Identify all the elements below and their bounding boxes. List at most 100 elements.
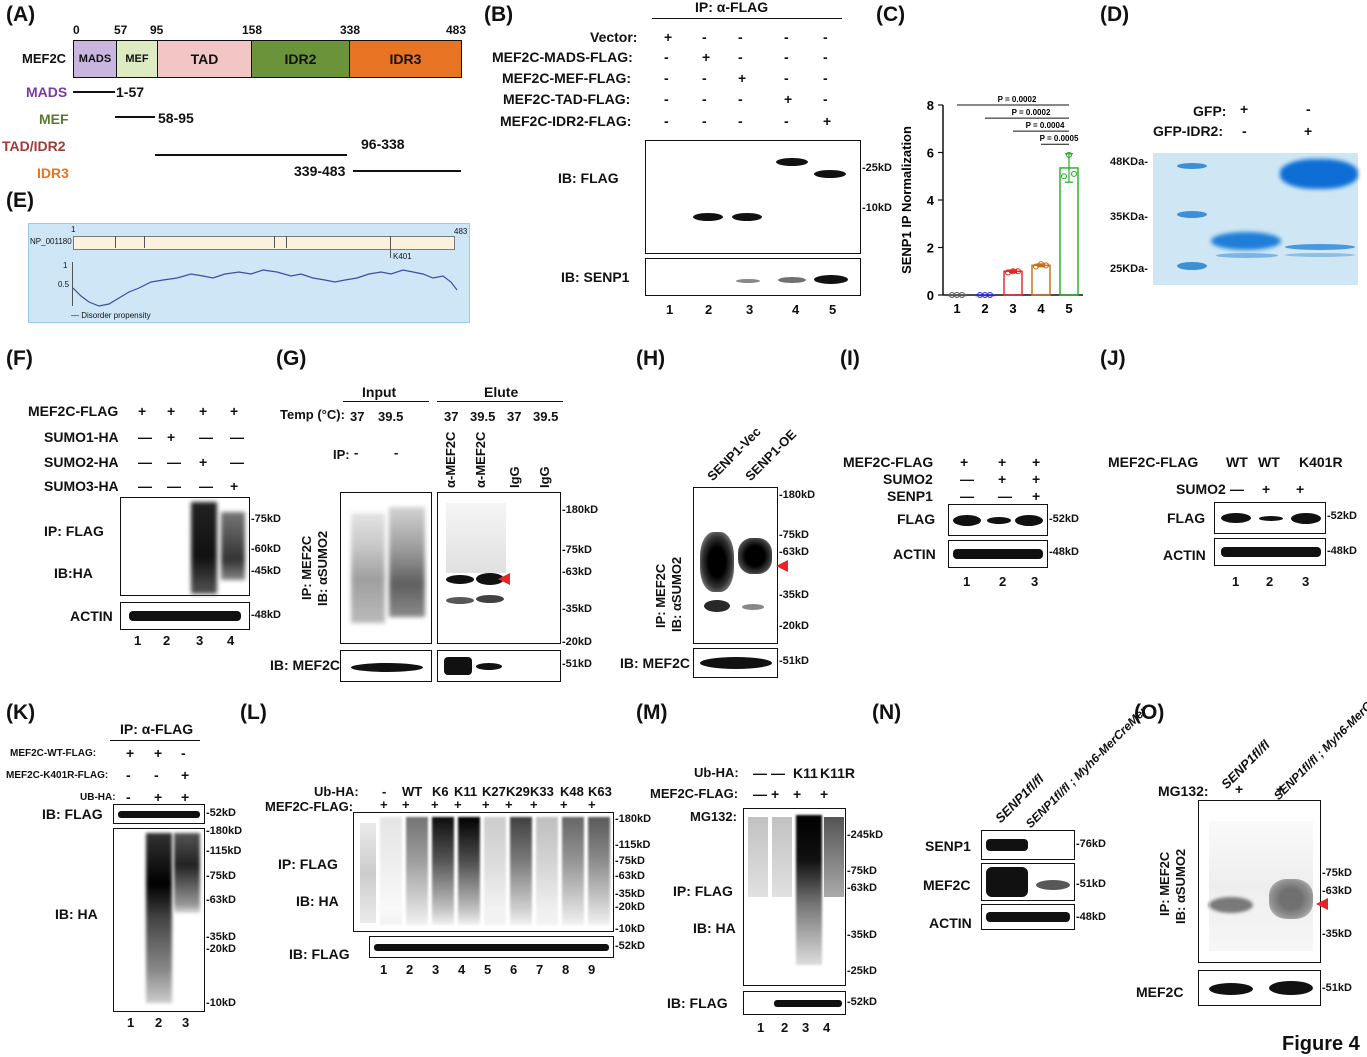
sign: + [181, 789, 190, 805]
lane-smear [484, 817, 506, 925]
sign: — [138, 454, 152, 470]
blot-senp1 [981, 830, 1075, 860]
sign: — [138, 478, 152, 494]
accession: NP_001180 [30, 237, 72, 246]
band [1291, 513, 1321, 524]
band [736, 279, 760, 283]
sign: - [664, 91, 669, 107]
smear [824, 817, 844, 897]
smear [446, 503, 506, 573]
sign: — [167, 454, 181, 470]
x-tick-label: 4 [1037, 301, 1045, 316]
fragment-name: IDR3 [37, 165, 69, 181]
mw-marker: -20kD [779, 620, 809, 632]
sign: - [154, 767, 159, 783]
section-line [437, 401, 563, 402]
mw-marker: -52kD [615, 940, 645, 952]
side-label: IP: MEF2C [1157, 851, 1172, 916]
genotype: K401R [1299, 454, 1343, 470]
fragment-line [155, 154, 347, 156]
sign: — [138, 429, 152, 445]
y-tick-label: 2 [927, 241, 934, 256]
ub-variant: K33 [530, 784, 554, 799]
blot-flag [743, 991, 846, 1015]
panel-label: (O) [1134, 701, 1165, 724]
coomassie-gel [1153, 153, 1358, 285]
mw-value: 75kD [1325, 867, 1352, 879]
y-axis-label: SENP1 IP Normalization [899, 126, 914, 274]
data-point [1065, 151, 1073, 158]
mw-value: 48kD [1330, 545, 1357, 557]
side-label: IB: αSUMO2 [669, 556, 684, 632]
mw-value: 35kD [565, 603, 592, 615]
mw-value: 63kD [209, 894, 236, 906]
sign: + [1032, 471, 1041, 487]
y-tick-label: 8 [927, 98, 934, 113]
mw-marker: -20kD [615, 901, 645, 913]
mw-marker: -10kD [206, 997, 236, 1009]
row-label: MEF2C-FLAG [843, 454, 934, 470]
lane-number: 7 [536, 962, 544, 977]
smear [796, 815, 822, 965]
sign: + [998, 471, 1007, 487]
mw-value: 75kD [618, 855, 645, 867]
sign: - [664, 113, 669, 129]
ub-variant: K11 [454, 784, 478, 799]
lane-number: 1 [757, 1020, 765, 1035]
ib-label: IB: FLAG [667, 995, 728, 1011]
panel-label: (H) [636, 347, 666, 370]
ub-variant: K27 [482, 784, 506, 799]
lane-number: 3 [1031, 574, 1039, 589]
sign: + [1296, 481, 1305, 497]
mw-value: 20kD [209, 943, 236, 955]
band [446, 597, 474, 604]
data-point [1042, 262, 1050, 269]
smear [389, 507, 425, 617]
band [986, 867, 1028, 897]
lane-number: 2 [406, 962, 414, 977]
mw-value: 75kD [209, 870, 236, 882]
panel-label: (F) [6, 347, 33, 370]
section-line [343, 401, 429, 402]
mw-value: 52kD [618, 940, 645, 952]
band [1036, 880, 1070, 890]
mw-marker: -35kD [779, 589, 809, 601]
ub-variant: WT [402, 784, 423, 799]
mw-value: 52kD [1052, 513, 1079, 525]
mw-marker: -48kD [1049, 546, 1079, 558]
lane-smear [536, 817, 558, 925]
band [693, 213, 723, 221]
ladder-band [1177, 211, 1207, 218]
side-label: IB: αSUMO2 [315, 530, 330, 606]
sign: — [230, 429, 244, 445]
temp-label: Temp (°C): [280, 407, 345, 422]
band [953, 549, 1043, 559]
blot-senp1 [645, 258, 861, 296]
sign: + [181, 767, 190, 783]
ib-label: ACTIN [70, 608, 113, 624]
sign: — [1230, 481, 1244, 497]
band [814, 170, 846, 178]
mw-value: 76kD [1079, 838, 1106, 850]
lane-number: 4 [227, 633, 235, 648]
blot-actin [948, 540, 1048, 568]
smear [748, 817, 768, 897]
sign: - [181, 745, 186, 761]
mw-marker: -35kD [615, 888, 645, 900]
smear [772, 817, 792, 897]
sign: + [530, 797, 538, 812]
lane-number: 1 [134, 633, 142, 648]
blot-flag [948, 504, 1048, 536]
sign: - [702, 91, 707, 107]
smear [738, 538, 772, 574]
sign: + [702, 49, 711, 65]
ib-label: IB: HA [296, 893, 339, 909]
sign: + [823, 113, 832, 129]
sign: + [230, 403, 239, 419]
band [986, 839, 1028, 851]
domain-tick [274, 236, 275, 248]
mw-marker: -75kD [1322, 867, 1352, 879]
ib-label: ACTIN [1163, 547, 1206, 563]
row-label: GFP: [1193, 103, 1227, 119]
fragment-range: 339-483 [294, 163, 346, 179]
